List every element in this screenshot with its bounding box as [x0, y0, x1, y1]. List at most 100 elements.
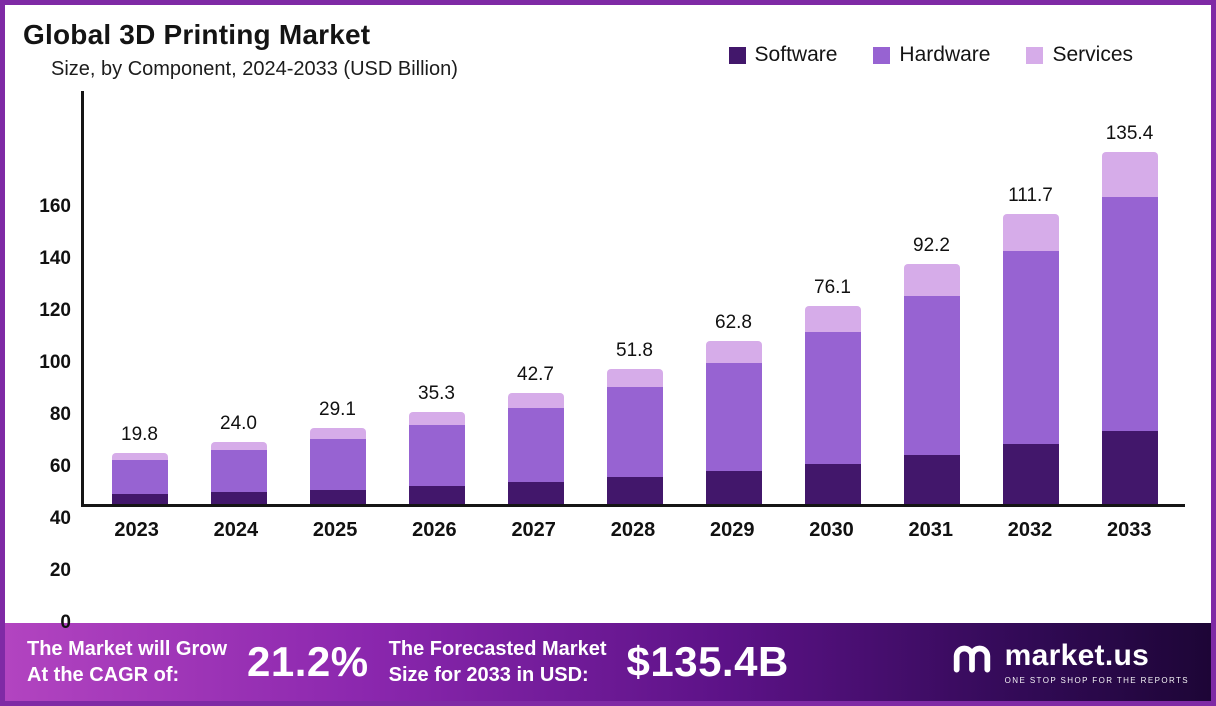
bar-column: 92.2: [882, 91, 981, 504]
forecast-label-line1: The Forecasted Market: [388, 638, 607, 660]
plot-column: 19.8 24.0 29.1 35.3 42.7 51.8 62.8 76.1 92.2 111.…: [81, 91, 1185, 623]
bar-segment-software: [903, 454, 960, 504]
bar-total-label: 19.8: [121, 423, 158, 445]
bar-segment-software: [408, 486, 465, 504]
bar-stack: [1101, 151, 1158, 504]
cagr-label-line1: The Market will Grow: [27, 638, 228, 660]
bar-segment-software: [606, 476, 663, 504]
bar-segment-software: [1002, 444, 1059, 504]
bar-segment-services: [507, 392, 564, 409]
x-tick-label: 2024: [213, 519, 259, 541]
plot-region: 19.8 24.0 29.1 35.3 42.7 51.8 62.8 76.1 92.2 111.…: [81, 91, 1185, 507]
legend-item-hardware: Hardware: [873, 43, 990, 67]
bar-segment-services: [705, 340, 762, 363]
brand-block: market.us One Stop Shop For The Reports: [949, 637, 1189, 688]
bar-segment-hardware: [111, 459, 168, 495]
chart-subtitle: Size, by Component, 2024-2033 (USD Billi…: [51, 58, 458, 80]
bar-total-label: 29.1: [319, 399, 356, 421]
bar-total-label: 92.2: [913, 235, 950, 257]
bar-column: 135.4: [1080, 91, 1179, 504]
brand-name: market.us: [1004, 639, 1150, 672]
bar-total-label: 135.4: [1105, 122, 1154, 144]
bar-segment-hardware: [309, 438, 366, 490]
brand-tagline: One Stop Shop For The Reports: [1004, 676, 1189, 685]
bar-segment-software: [309, 489, 366, 504]
bar-segment-hardware: [1101, 197, 1158, 432]
bar-segment-hardware: [903, 296, 960, 455]
chart-area: 0 20 40 60 80 100 120 140 160 19.8 24.0 29.1 35.3 42…: [5, 81, 1211, 633]
bar-segment-services: [408, 412, 465, 425]
bar-segment-hardware: [705, 362, 762, 471]
legend-item-services: Services: [1026, 43, 1133, 67]
bar-segment-software: [210, 492, 267, 504]
bar-segment-software: [705, 470, 762, 504]
legend-item-software: Software: [728, 43, 838, 67]
forecast-label: The Forecasted Market Size for 2033 in U…: [389, 636, 607, 688]
y-axis: 0 20 40 60 80 100 120 140 160: [19, 91, 81, 633]
bar-column: 76.1: [783, 91, 882, 504]
y-tick-label: 140: [39, 248, 71, 269]
y-tick-label: 20: [49, 560, 71, 581]
bar-segment-services: [606, 369, 663, 388]
bar-segment-software: [111, 494, 168, 504]
bar-segment-hardware: [1002, 250, 1059, 445]
y-tick-label: 120: [39, 300, 71, 321]
chart-header: Global 3D Printing Market Size, by Compo…: [5, 5, 1211, 81]
bar-total-label: 24.0: [220, 412, 257, 434]
cagr-label: The Market will Grow At the CAGR of:: [27, 636, 227, 688]
bar-segment-services: [903, 264, 960, 297]
x-tick-label: 2026: [412, 519, 457, 541]
bar-segment-services: [1002, 213, 1059, 251]
bar-total-label: 111.7: [1008, 184, 1053, 206]
chart-legend: Software Hardware Services: [728, 43, 1133, 67]
x-tick-label: 2028: [610, 519, 656, 541]
x-tick-label: 2023: [114, 519, 159, 541]
x-tick-label: 2029: [709, 519, 755, 541]
bar-column: 111.7: [981, 91, 1080, 504]
legend-swatch-services: [1026, 46, 1044, 64]
legend-label: Software: [754, 43, 838, 66]
x-tick-label: 2025: [312, 519, 358, 541]
x-axis-labels: 2023 2024 2025 2026 2027 2028 2029 2030 2031 2032…: [81, 519, 1185, 542]
bar-segment-hardware: [606, 387, 663, 477]
bar-segment-hardware: [408, 424, 465, 487]
bar-stack: [210, 441, 267, 504]
x-tick-label: 2033: [1107, 519, 1152, 541]
bar-segment-services: [804, 306, 861, 333]
bar-stack: [804, 306, 861, 504]
bar-stack: [1002, 213, 1059, 504]
y-tick-label: 40: [49, 508, 71, 529]
y-tick-label: 0: [60, 612, 71, 633]
bar-column: 29.1: [288, 91, 387, 504]
legend-label: Services: [1052, 43, 1133, 66]
legend-swatch-hardware: [873, 46, 891, 64]
x-tick-label: 2030: [809, 519, 854, 541]
bar-stack: [507, 392, 564, 504]
bar-segment-services: [309, 428, 366, 439]
y-tick-label: 160: [39, 196, 71, 217]
forecast-value: $135.4B: [626, 638, 789, 685]
bar-segment-services: [111, 452, 168, 460]
chart-title: Global 3D Printing Market: [23, 19, 371, 50]
bar-segment-hardware: [210, 450, 267, 493]
x-tick-label: 2027: [511, 519, 556, 541]
bar-column: 35.3: [387, 91, 486, 504]
bar-column: 42.7: [486, 91, 585, 504]
bar-stack: [111, 452, 168, 504]
bar-segment-hardware: [507, 408, 564, 483]
bar-total-label: 51.8: [616, 340, 653, 362]
bar-column: 24.0: [189, 91, 288, 504]
bar-total-label: 62.8: [715, 311, 752, 333]
bar-stack: [606, 369, 663, 504]
bar-stack: [309, 428, 366, 504]
bar-segment-software: [804, 463, 861, 504]
forecast-label-line2: Size for 2033 in USD:: [388, 664, 589, 686]
bar-column: 19.8: [90, 91, 189, 504]
bar-stack: [408, 412, 465, 504]
bar-segment-software: [507, 482, 564, 504]
bar-segment-services: [210, 441, 267, 451]
x-tick-label: 2032: [1007, 519, 1053, 541]
bar-total-label: 42.7: [517, 363, 554, 385]
bar-stack: [903, 264, 960, 504]
